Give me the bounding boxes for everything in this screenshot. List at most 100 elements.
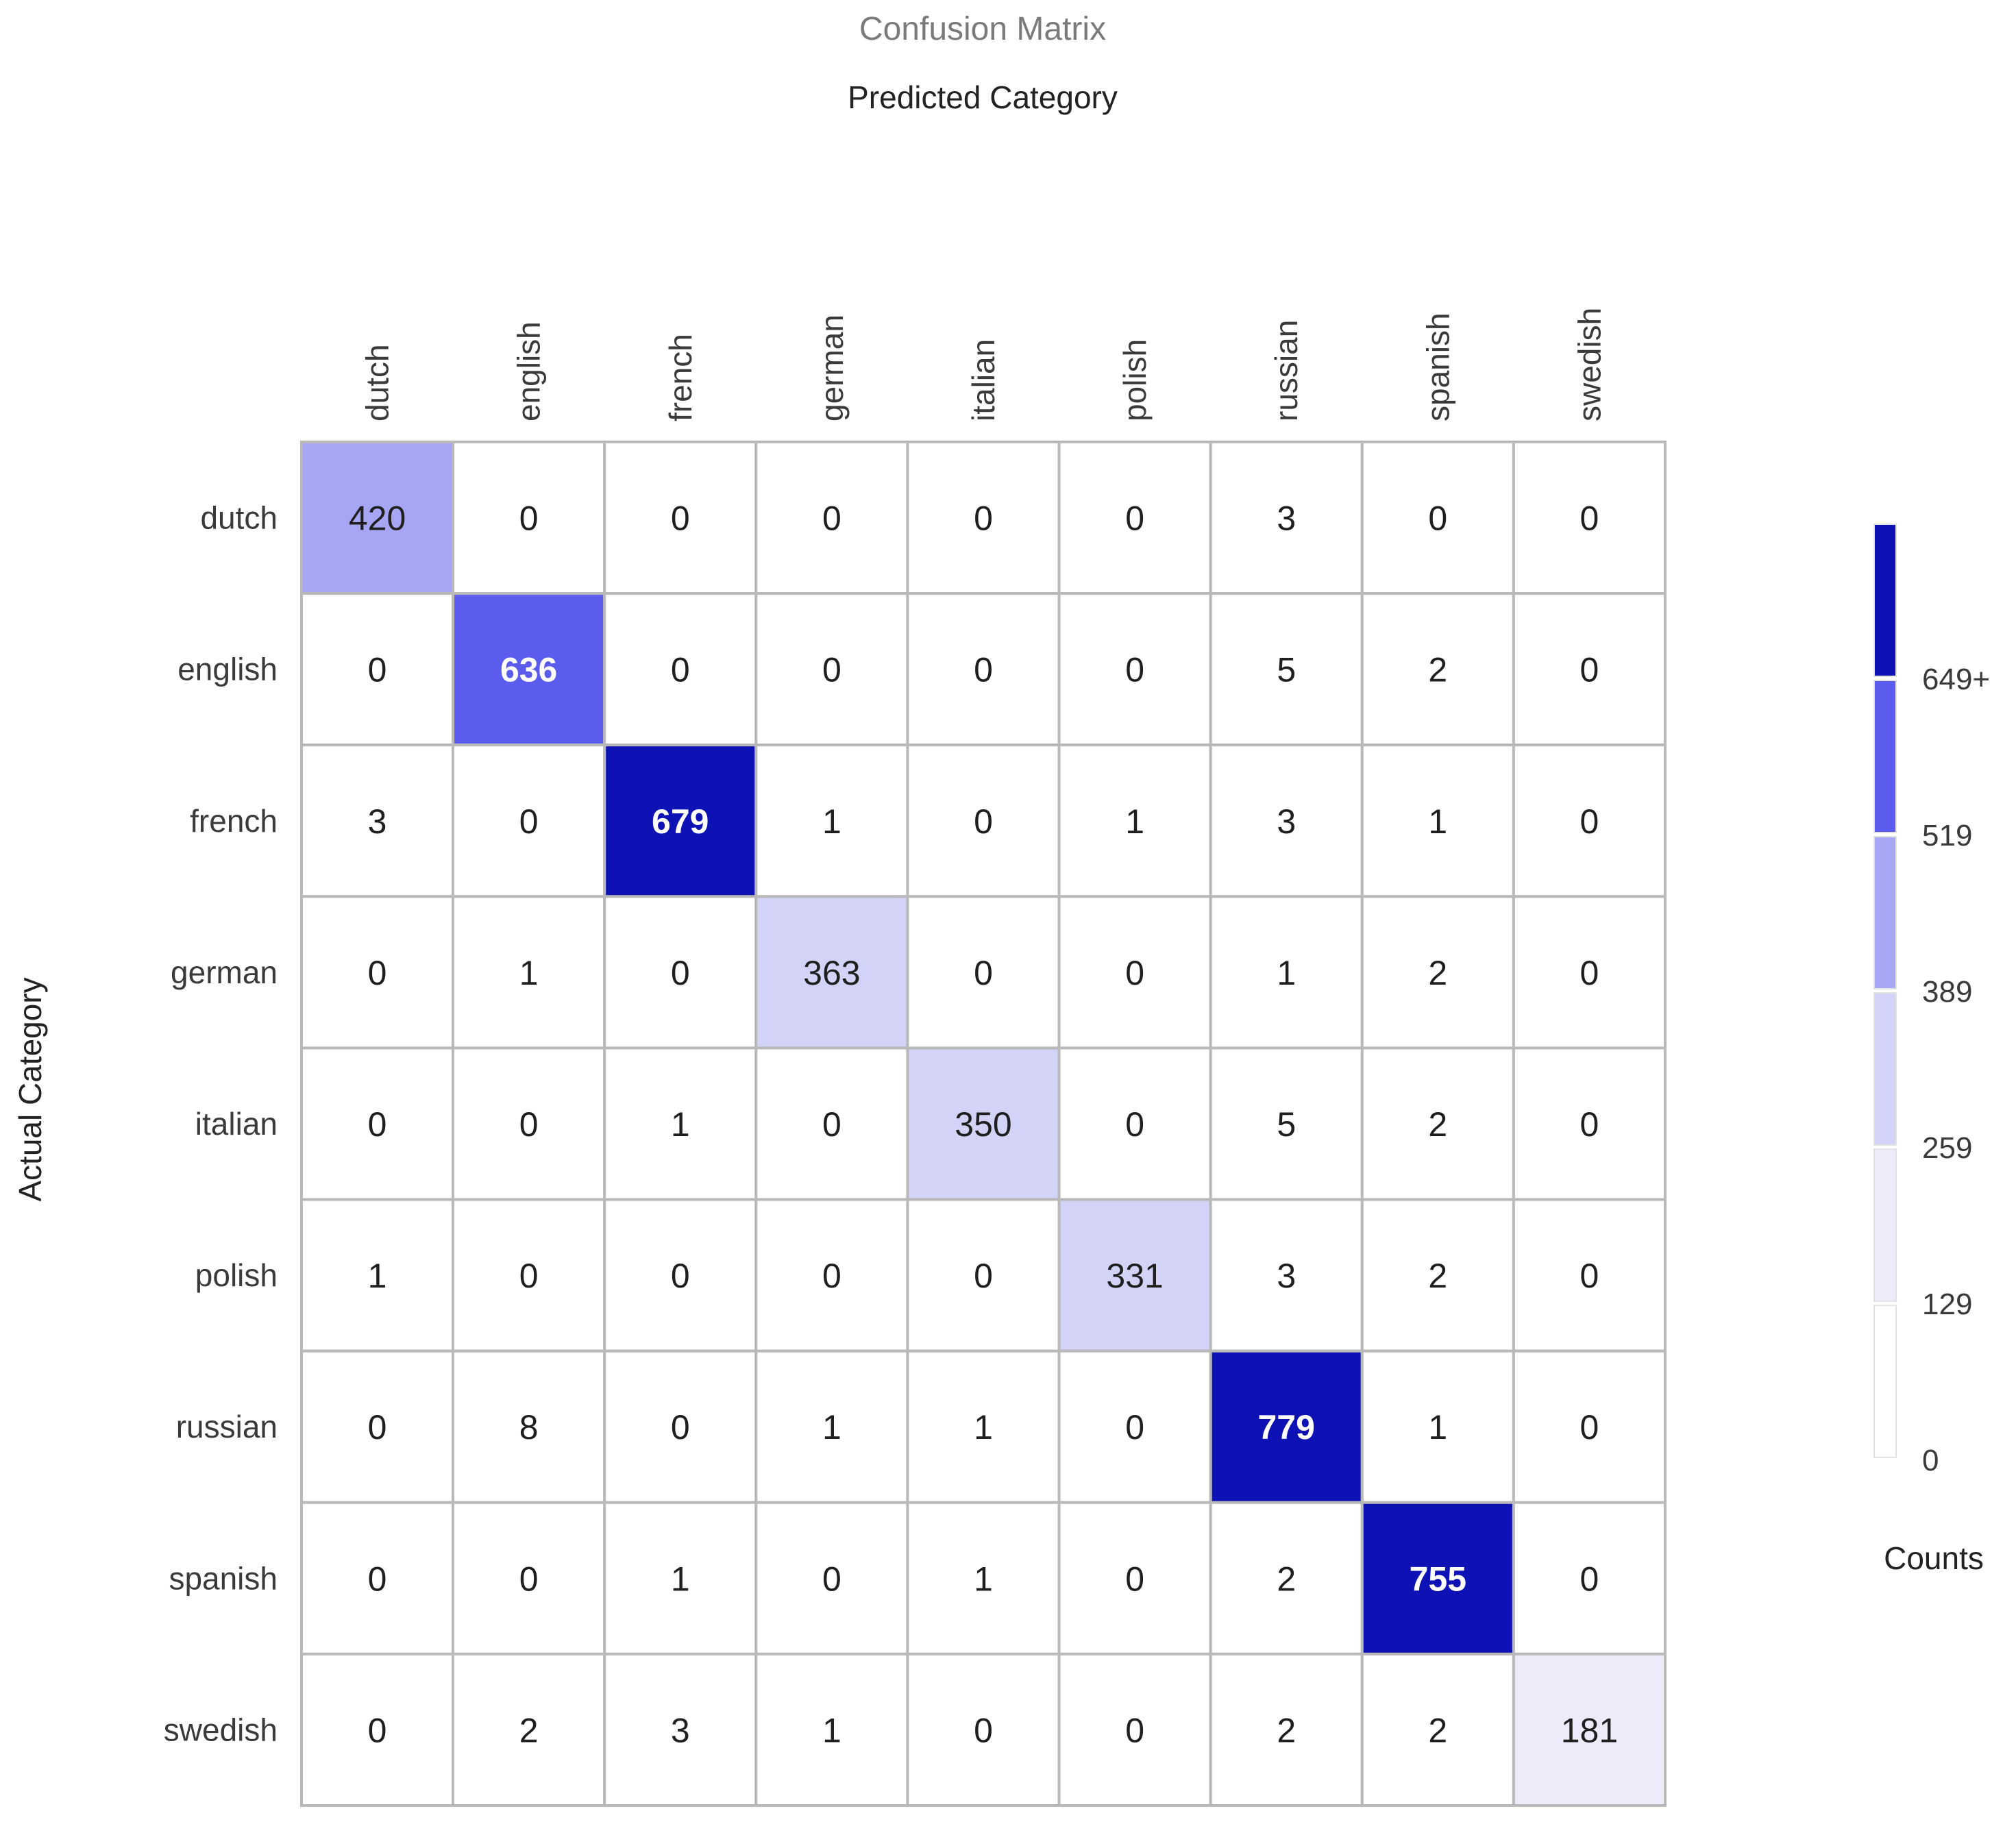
matrix-cell: [300, 895, 455, 1050]
colorbar-tick-label: 129: [1922, 1288, 1972, 1321]
cell-value-label: 0: [974, 500, 993, 538]
matrix-cells: [300, 441, 1667, 1808]
matrix-cell: [1360, 592, 1515, 747]
cell-value-label: 1: [519, 954, 539, 992]
cell-value-label: 0: [1580, 500, 1599, 538]
cell-value-label: 5: [1277, 1105, 1296, 1144]
x-tick-label: spanish: [1420, 312, 1455, 421]
cell-value-label: 363: [803, 954, 860, 992]
matrix-cell: [452, 1198, 606, 1353]
colorbar-bin: [1873, 1305, 1897, 1458]
cell-value-label: 0: [1580, 651, 1599, 689]
cell-value-label: 1: [1277, 954, 1296, 992]
cell-value-label: 2: [1277, 1711, 1296, 1749]
matrix-cell: [300, 1501, 455, 1655]
matrix-cell: [1209, 1046, 1364, 1201]
cell-value-label: 0: [1580, 1257, 1599, 1295]
matrix-cell: [1512, 592, 1667, 747]
matrix-cell: [754, 895, 909, 1050]
x-tick-label: russian: [1268, 320, 1304, 421]
x-tick-label: italian: [966, 339, 1001, 421]
cell-value-label: 0: [974, 651, 993, 689]
cell-value-label: 0: [519, 500, 539, 538]
cell-value-label: 0: [1125, 651, 1144, 689]
matrix-cell: [452, 1652, 606, 1808]
matrix-cell: [1209, 1501, 1364, 1655]
x-axis-title: Predicted Category: [848, 79, 1118, 115]
cell-value-label: 1: [822, 1711, 841, 1749]
matrix-cell: [603, 1652, 758, 1808]
cell-value-label: 0: [822, 1560, 841, 1598]
y-tick-label: italian: [195, 1106, 278, 1142]
cell-value-label: 0: [1580, 1408, 1599, 1446]
colorbar-bin: [1873, 836, 1897, 989]
cell-value-label: 2: [1277, 1560, 1296, 1598]
chart-title: Confusion Matrix: [859, 11, 1106, 47]
matrix-cell: [300, 1198, 455, 1353]
cell-value-label: 0: [1580, 1560, 1599, 1598]
cell-value-label: 0: [671, 651, 690, 689]
cell-value-label: 0: [822, 651, 841, 689]
matrix-cell: [1057, 1501, 1212, 1655]
y-tick-labels: dutch english french german italian polish rus…: [164, 500, 278, 1748]
y-tick-label: german: [171, 955, 278, 990]
x-tick-label: dutch: [360, 344, 395, 421]
cell-value-label: 2: [1428, 1105, 1447, 1144]
matrix-cell: [906, 1349, 1061, 1504]
matrix-cell: [906, 592, 1061, 747]
matrix-cell: [1209, 743, 1364, 898]
cell-value-label: 0: [519, 802, 539, 841]
cell-value-label: 1: [671, 1105, 690, 1144]
matrix-cell: [452, 441, 606, 595]
cell-value-label: 420: [349, 500, 406, 538]
cell-value-label: 0: [1125, 954, 1144, 992]
x-tick-label: french: [663, 334, 698, 421]
cell-value-label: 1: [974, 1408, 993, 1446]
cell-value-label: 2: [1428, 1257, 1447, 1295]
cell-value-label: 8: [519, 1408, 539, 1446]
cell-value-label: 779: [1258, 1408, 1315, 1446]
colorbar-bin: [1873, 680, 1897, 833]
y-tick-label: swedish: [164, 1712, 278, 1747]
colorbar: 0 129 259 389 519 649+: [1873, 524, 1990, 1477]
matrix-cell: [603, 592, 758, 747]
matrix-cell: [452, 895, 606, 1050]
colorbar-tick-label: 649+: [1922, 663, 1990, 696]
colorbar-title: Counts: [1884, 1540, 1984, 1576]
matrix-cell: [1360, 441, 1515, 595]
matrix-cell: [603, 743, 758, 898]
cell-value-label: 1: [822, 802, 841, 841]
matrix-cell: [1057, 1046, 1212, 1201]
cell-value-label: 0: [822, 1257, 841, 1295]
matrix-cell: [906, 743, 1061, 898]
matrix-cell-labels: 420 0 0 0 0 0 3 0 0 0 636 0 0 0 0 5 2 0 3 0 679 1 0 1 3 1 0 0 1 0 363 0…: [349, 500, 1618, 1750]
cell-value-label: 755: [1410, 1560, 1466, 1598]
matrix-cell: [754, 1652, 909, 1808]
colorbar-bin: [1873, 992, 1897, 1146]
cell-value-label: 679: [652, 802, 709, 841]
cell-value-label: 1: [671, 1560, 690, 1598]
cell-value-label: 0: [368, 1711, 387, 1749]
cell-value-label: 0: [974, 954, 993, 992]
cell-value-label: 0: [1125, 1560, 1144, 1598]
y-axis-title: Actual Category: [12, 977, 48, 1201]
matrix-cell: [300, 592, 455, 747]
colorbar-tick-label: 259: [1922, 1131, 1972, 1165]
y-tick-label: polish: [195, 1257, 278, 1293]
matrix-cell: [603, 441, 758, 595]
matrix-cell: [1512, 895, 1667, 1050]
cell-value-label: 0: [1580, 954, 1599, 992]
matrix-cell: [1057, 1652, 1212, 1808]
cell-value-label: 1: [368, 1257, 387, 1295]
cell-value-label: 0: [368, 1105, 387, 1144]
cell-value-label: 0: [368, 1408, 387, 1446]
cell-value-label: 5: [1277, 651, 1296, 689]
cell-value-label: 2: [1428, 651, 1447, 689]
matrix-cell: [1209, 1349, 1364, 1504]
matrix-cell: [1057, 1198, 1212, 1353]
cell-value-label: 0: [671, 500, 690, 538]
matrix-cell: [906, 1652, 1061, 1808]
cell-value-label: 3: [1277, 1257, 1296, 1295]
matrix-cell: [1209, 592, 1364, 747]
cell-value-label: 0: [671, 1408, 690, 1446]
